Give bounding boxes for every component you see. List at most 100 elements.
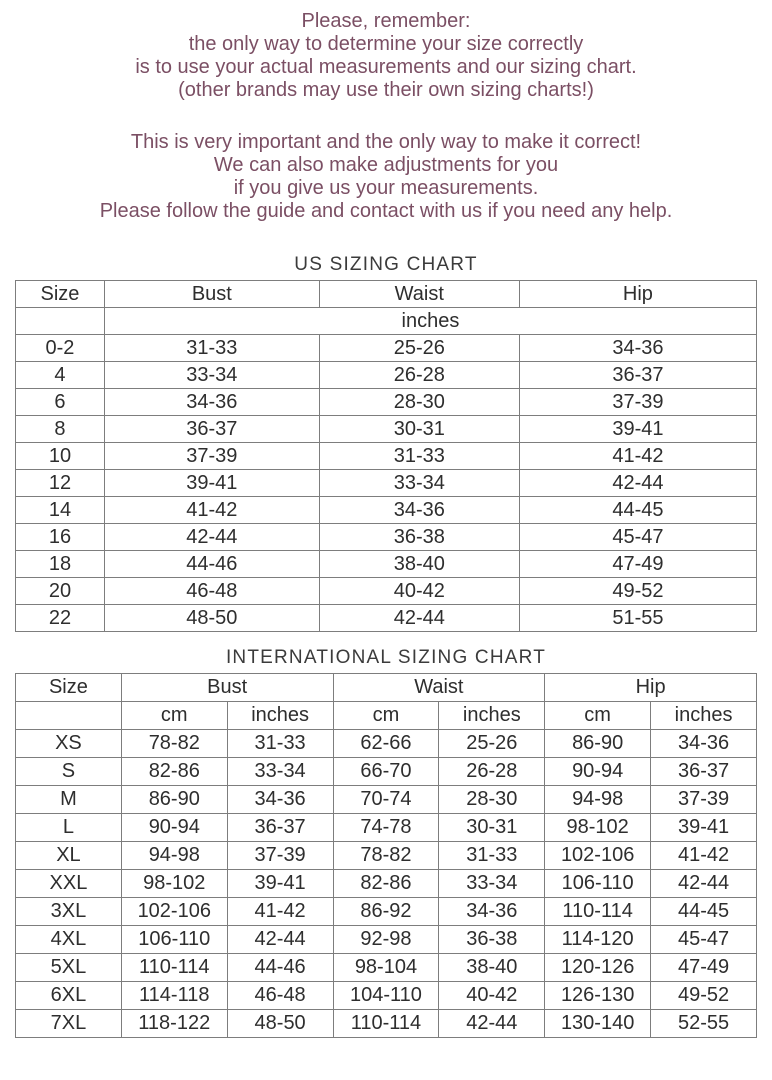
size-cell: L	[15, 813, 122, 842]
table-row: XS 78-82 31-33 62-66 25-26 86-90 34-36	[15, 729, 757, 758]
column-header-hip: Hip	[518, 280, 758, 308]
measurement-cell: 82-86	[332, 869, 440, 898]
measurement-cell: 31-33	[318, 442, 520, 470]
intro-line: (other brands may use their own sizing c…	[178, 79, 594, 101]
intro-line: This is very important and the only way …	[130, 131, 642, 153]
measurement-cell: 47-49	[518, 550, 758, 578]
measurement-cell: 41-42	[650, 841, 757, 870]
measurement-cell: 34-36	[438, 897, 546, 926]
measurement-cell: 33-34	[318, 469, 520, 497]
unit-label-cell: cm	[332, 701, 440, 730]
table-row: 4XL 106-110 42-44 92-98 36-38 114-120 45-47	[15, 925, 757, 954]
measurement-cell: 30-31	[438, 813, 546, 842]
measurement-cell: 28-30	[318, 388, 520, 416]
intro-paragraph-2: This is very important and the only way …	[0, 131, 772, 223]
intro-line: the only way to determine your size corr…	[188, 33, 584, 55]
column-header-size: Size	[15, 280, 105, 308]
table-row: 22 48-50 42-44 51-55	[15, 604, 758, 632]
intro-line: Please follow the guide and contact with…	[99, 200, 673, 222]
measurement-cell: 45-47	[650, 925, 757, 954]
size-cell: 18	[15, 550, 105, 578]
table-row: 20 46-48 40-42 49-52	[15, 577, 758, 605]
measurement-cell: 38-40	[438, 953, 546, 982]
measurement-cell: 39-41	[226, 869, 334, 898]
measurement-cell: 36-38	[318, 523, 520, 551]
measurement-cell: 92-98	[332, 925, 440, 954]
measurement-cell: 106-110	[544, 869, 652, 898]
measurement-cell: 70-74	[332, 785, 440, 814]
intl-header-row: Size Bust Waist Hip	[15, 673, 757, 702]
measurement-cell: 40-42	[438, 981, 546, 1010]
column-header-size: Size	[15, 673, 122, 702]
measurement-cell: 90-94	[120, 813, 228, 842]
size-cell: M	[15, 785, 122, 814]
measurement-cell: 48-50	[226, 1009, 334, 1038]
measurement-cell: 42-44	[650, 869, 757, 898]
measurement-cell: 110-114	[332, 1009, 440, 1038]
measurement-cell: 120-126	[544, 953, 652, 982]
measurement-cell: 126-130	[544, 981, 652, 1010]
measurement-cell: 46-48	[226, 981, 334, 1010]
measurement-cell: 118-122	[120, 1009, 228, 1038]
empty-cell	[15, 701, 122, 730]
us-chart-title: US SIZING CHART	[294, 254, 478, 275]
measurement-cell: 74-78	[332, 813, 440, 842]
measurement-cell: 39-41	[103, 469, 320, 497]
measurement-cell: 52-55	[650, 1009, 757, 1038]
table-row: 18 44-46 38-40 47-49	[15, 550, 758, 578]
measurement-cell: 34-36	[518, 334, 758, 362]
measurement-cell: 49-52	[650, 981, 757, 1010]
measurement-cell: 114-118	[120, 981, 228, 1010]
measurement-cell: 26-28	[438, 757, 546, 786]
measurement-cell: 34-36	[318, 496, 520, 524]
intro-text: Please, remember: the only way to determ…	[0, 0, 772, 223]
table-row: 14 41-42 34-36 44-45	[15, 496, 758, 524]
table-row: 12 39-41 33-34 42-44	[15, 469, 758, 497]
measurement-cell: 40-42	[318, 577, 520, 605]
unit-label-cell: cm	[544, 701, 652, 730]
size-cell: XL	[15, 841, 122, 870]
table-row: S 82-86 33-34 66-70 26-28 90-94 36-37	[15, 757, 757, 786]
measurement-cell: 33-34	[226, 757, 334, 786]
table-row: 10 37-39 31-33 41-42	[15, 442, 758, 470]
measurement-cell: 26-28	[318, 361, 520, 389]
table-row: 0-2 31-33 25-26 34-36	[15, 334, 758, 362]
size-cell: 10	[15, 442, 105, 470]
measurement-cell: 31-33	[103, 334, 320, 362]
column-header-waist: Waist	[332, 673, 546, 702]
measurement-cell: 130-140	[544, 1009, 652, 1038]
measurement-cell: 38-40	[318, 550, 520, 578]
measurement-cell: 25-26	[438, 729, 546, 758]
measurement-cell: 30-31	[318, 415, 520, 443]
measurement-cell: 42-44	[226, 925, 334, 954]
table-row: 16 42-44 36-38 45-47	[15, 523, 758, 551]
measurement-cell: 44-45	[650, 897, 757, 926]
measurement-cell: 49-52	[518, 577, 758, 605]
unit-label-cell: inches	[650, 701, 757, 730]
measurement-cell: 36-37	[103, 415, 320, 443]
table-row: 7XL 118-122 48-50 110-114 42-44 130-140 52-55	[15, 1009, 757, 1038]
measurement-cell: 31-33	[438, 841, 546, 870]
measurement-cell: 82-86	[120, 757, 228, 786]
measurement-cell: 33-34	[103, 361, 320, 389]
measurement-cell: 62-66	[332, 729, 440, 758]
measurement-cell: 86-90	[120, 785, 228, 814]
table-row: 4 33-34 26-28 36-37	[15, 361, 758, 389]
table-row: XXL 98-102 39-41 82-86 33-34 106-110 42-44	[15, 869, 757, 898]
measurement-cell: 34-36	[103, 388, 320, 416]
measurement-cell: 102-106	[544, 841, 652, 870]
table-row: 6 34-36 28-30 37-39	[15, 388, 758, 416]
measurement-cell: 104-110	[332, 981, 440, 1010]
measurement-cell: 110-114	[544, 897, 652, 926]
table-row: 5XL 110-114 44-46 98-104 38-40 120-126 47-49	[15, 953, 757, 982]
size-cell: 22	[15, 604, 105, 632]
size-cell: 3XL	[15, 897, 122, 926]
intl-unit-row: cm inches cm inches cm inches	[15, 701, 757, 730]
table-row: 3XL 102-106 41-42 86-92 34-36 110-114 44-45	[15, 897, 757, 926]
measurement-cell: 86-92	[332, 897, 440, 926]
column-header-bust: Bust	[120, 673, 334, 702]
measurement-cell: 25-26	[318, 334, 520, 362]
size-cell: S	[15, 757, 122, 786]
measurement-cell: 41-42	[226, 897, 334, 926]
measurement-cell: 94-98	[544, 785, 652, 814]
